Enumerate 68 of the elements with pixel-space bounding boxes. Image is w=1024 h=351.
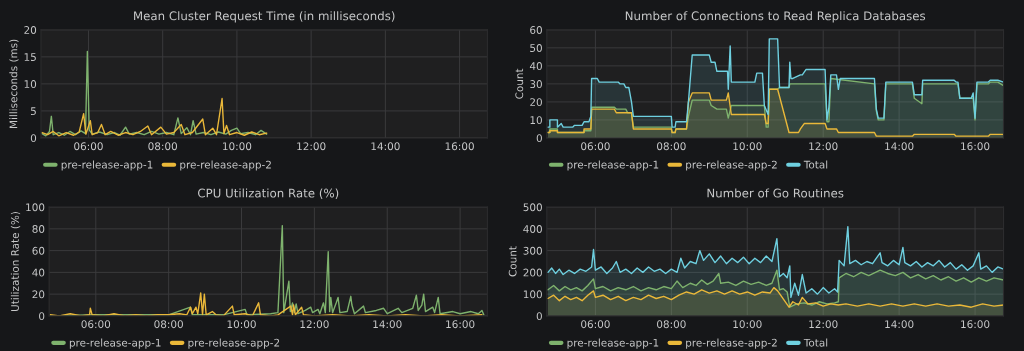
y-tick-label: 500 [523, 203, 542, 212]
x-tick-label: 12:00 [297, 142, 326, 151]
x-tick-label: 12:00 [809, 320, 838, 329]
y-tick-label: 40 [529, 62, 542, 70]
x-tick-label: 08:00 [657, 320, 686, 329]
x-tick-label: 10:00 [227, 320, 256, 329]
x-tick-label: 06:00 [581, 142, 610, 151]
chart-title: Number of Connections to Read Replica Databases [625, 11, 926, 23]
y-tick-label: 10 [24, 80, 37, 88]
legend-label: Total [803, 338, 828, 347]
x-tick-label: 08:00 [154, 320, 183, 329]
x-tick-label: 16:00 [961, 142, 990, 151]
x-tick-label: 10:00 [733, 320, 762, 329]
y-tick-label: 0 [39, 312, 45, 321]
x-tick-label: 06:00 [581, 320, 610, 329]
y-tick-label: 20 [24, 26, 37, 34]
x-tick-label: 10:00 [223, 142, 252, 151]
chart-title: CPU Utilization Rate (%) [198, 188, 339, 199]
x-tick-label: 16:00 [961, 320, 990, 329]
y-tick-label: 60 [32, 246, 45, 255]
legend-label: pre-release-app-2 [180, 160, 271, 171]
y-tick-label: 50 [530, 44, 542, 52]
y-tick-label: 20 [530, 98, 542, 107]
x-tick-label: 16:00 [445, 142, 474, 151]
x-tick-label: 08:00 [657, 142, 686, 151]
y-axis-title: Count [508, 246, 517, 277]
y-tick-label: 100 [523, 290, 542, 299]
y-tick-label: 0 [536, 134, 542, 143]
y-tick-label: 0 [30, 134, 37, 143]
x-tick-label: 14:00 [373, 320, 402, 329]
y-tick-label: 15 [24, 53, 36, 61]
y-tick-label: 200 [523, 268, 542, 277]
line-series [41, 50, 268, 137]
x-tick-label: 08:00 [148, 142, 178, 151]
legend-label: Total [803, 160, 828, 169]
legend-label: pre-release-app-1 [567, 338, 659, 349]
y-axis-title: Utilization Rate (%) [10, 212, 21, 311]
y-tick-label: 60 [530, 26, 542, 34]
x-tick-label: 12:00 [809, 142, 838, 151]
y-axis-title: Milliseconds (ms) [9, 39, 19, 128]
line-series [41, 97, 268, 137]
legend-label: pre-release-app-1 [61, 160, 153, 171]
y-tick-label: 30 [530, 80, 542, 88]
x-tick-label: 10:00 [733, 142, 762, 151]
x-tick-label: 06:00 [81, 320, 111, 329]
legend-label: pre-release-app-2 [686, 160, 777, 171]
x-tick-label: 14:00 [371, 142, 400, 151]
y-tick-label: 10 [530, 116, 542, 125]
y-tick-label: 0 [536, 312, 542, 321]
y-tick-label: 40 [32, 268, 45, 277]
x-tick-label: 14:00 [885, 142, 914, 151]
x-tick-label: 06:00 [74, 142, 103, 151]
legend-label: pre-release-app-2 [686, 338, 777, 349]
y-tick-label: 80 [32, 225, 45, 233]
y-tick-label: 5 [30, 107, 36, 116]
x-tick-label: 12:00 [300, 320, 329, 329]
x-tick-label: 14:00 [885, 320, 914, 329]
chart-title: Mean Cluster Request Time (in milliseconds) [134, 11, 395, 23]
y-tick-label: 100 [26, 203, 45, 212]
chart-title: Number of Go Routines [707, 188, 844, 198]
y-tick-label: 400 [523, 225, 542, 233]
legend-label: pre-release-app-2 [188, 338, 280, 349]
legend-label: pre-release-app-1 [69, 338, 161, 349]
x-tick-label: 16:00 [446, 320, 475, 329]
y-axis-title: Count [515, 68, 524, 99]
y-tick-label: 300 [523, 246, 542, 255]
y-tick-label: 20 [32, 290, 45, 299]
legend-label: pre-release-app-1 [567, 160, 659, 171]
